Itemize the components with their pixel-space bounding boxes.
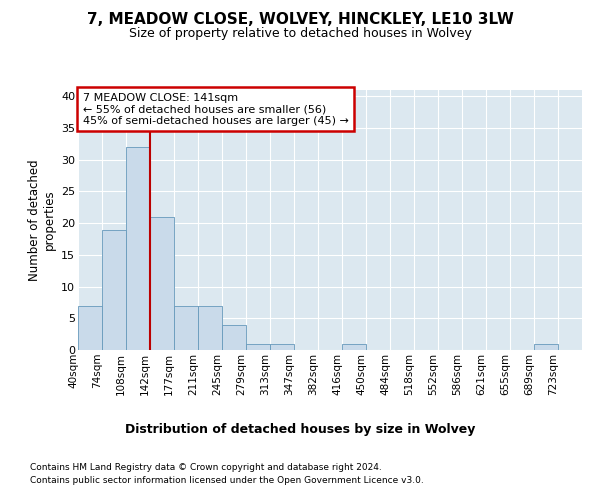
Text: Contains HM Land Registry data © Crown copyright and database right 2024.: Contains HM Land Registry data © Crown c… bbox=[30, 462, 382, 471]
Bar bbox=[149, 217, 175, 350]
Bar bbox=[126, 147, 149, 350]
Text: Size of property relative to detached houses in Wolvey: Size of property relative to detached ho… bbox=[128, 28, 472, 40]
Text: 7 MEADOW CLOSE: 141sqm
← 55% of detached houses are smaller (56)
45% of semi-det: 7 MEADOW CLOSE: 141sqm ← 55% of detached… bbox=[83, 92, 349, 126]
Bar bbox=[102, 230, 126, 350]
Y-axis label: Number of detached
properties: Number of detached properties bbox=[28, 159, 56, 281]
Bar bbox=[78, 306, 102, 350]
Bar bbox=[175, 306, 198, 350]
Text: Contains public sector information licensed under the Open Government Licence v3: Contains public sector information licen… bbox=[30, 476, 424, 485]
Text: Distribution of detached houses by size in Wolvey: Distribution of detached houses by size … bbox=[125, 422, 475, 436]
Bar bbox=[222, 324, 246, 350]
Bar bbox=[270, 344, 294, 350]
Bar bbox=[246, 344, 270, 350]
Bar bbox=[343, 344, 366, 350]
Bar bbox=[534, 344, 558, 350]
Text: 7, MEADOW CLOSE, WOLVEY, HINCKLEY, LE10 3LW: 7, MEADOW CLOSE, WOLVEY, HINCKLEY, LE10 … bbox=[86, 12, 514, 28]
Bar bbox=[198, 306, 222, 350]
